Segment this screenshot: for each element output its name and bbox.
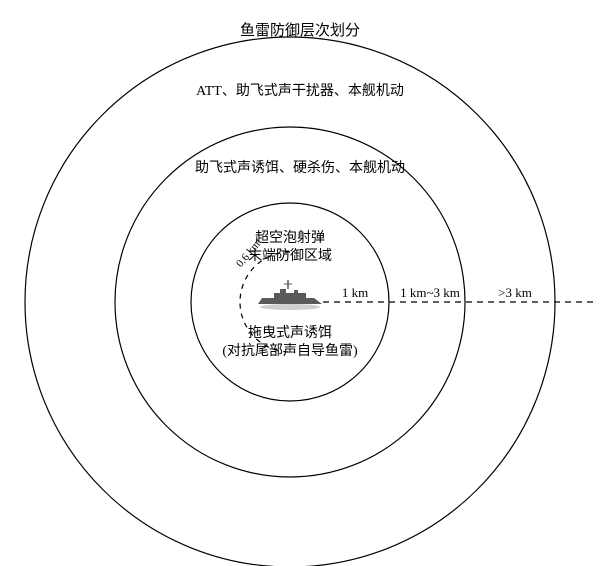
- range-label-1-3km: 1 km~3 km: [390, 285, 470, 301]
- diagram-title: 鱼雷防御层次划分: [0, 22, 600, 41]
- inner-top-line2: 末端防御区域: [190, 248, 390, 266]
- diagram-stage: 鱼雷防御层次划分 ATT、助飞式声干扰器、本舰机动 助飞式声诱饵、硬杀伤、本舰机…: [0, 0, 600, 566]
- inner-bottom-line2: (对抗尾部声自导鱼雷): [170, 343, 410, 361]
- ship-icon: [258, 280, 322, 310]
- range-label-1km: 1 km: [330, 285, 380, 301]
- inner-top-line1: 超空泡射弹: [190, 230, 390, 248]
- middle-ring-text: 助飞式声诱饵、硬杀伤、本舰机动: [0, 160, 600, 178]
- inner-bottom-line1: 拖曳式声诱饵: [170, 325, 410, 343]
- outer-ring-text: ATT、助飞式声干扰器、本舰机动: [0, 83, 600, 101]
- range-label-gt3km: >3 km: [470, 285, 560, 301]
